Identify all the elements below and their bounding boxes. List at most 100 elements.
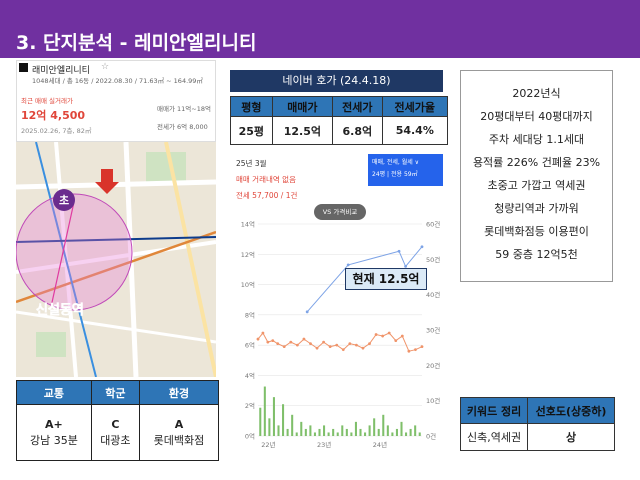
rating-environment: A 롯데백화점 xyxy=(138,404,220,461)
y-right-tick-label: 30건 xyxy=(426,326,440,335)
header-bar xyxy=(0,0,640,58)
price-size: 25평 xyxy=(230,116,273,145)
school-marker-label: 초 xyxy=(59,194,69,207)
property-info: 1048세대 / 총 16동 / 2022.08.30 / 71.63㎡ ~ 1… xyxy=(32,77,203,85)
x-tick-label: 24년 xyxy=(373,440,387,449)
volume-bar xyxy=(318,428,321,436)
keyword-header-row: 키워드 정리 선호도(상중하) xyxy=(459,397,615,424)
volume-bar xyxy=(377,428,380,436)
jeonse-price-point xyxy=(355,343,358,347)
info-line: 용적률 226% 건폐율 23% xyxy=(472,156,601,169)
volume-bar xyxy=(286,428,289,436)
volume-bar xyxy=(368,425,371,436)
rating-header-row: 교통 학군 환경 xyxy=(16,380,220,405)
rating-header-transport: 교통 xyxy=(16,380,92,405)
jeonse-price-point xyxy=(289,340,293,344)
jeonse-price-point xyxy=(261,331,265,335)
chart-no-trade: 매매 거래내역 없음 xyxy=(236,175,296,184)
jeonse-price-range: 전세가 6억 8,000 xyxy=(157,123,208,131)
keyword-value: 신축,역세권 xyxy=(459,423,529,451)
volume-bar xyxy=(309,425,312,436)
price-header-size: 평형 xyxy=(230,96,273,117)
jeonse-price-point xyxy=(335,343,339,347)
y-right-tick-label: 20건 xyxy=(426,361,440,370)
jeonse-price-point xyxy=(276,342,280,346)
vs-compare-button[interactable]: VS 가격비교 xyxy=(314,204,366,220)
volume-bar xyxy=(359,428,362,436)
price-header-jeonse: 전세가 xyxy=(332,96,383,117)
price-header-row: 평형 매매가 전세가 전세가율 xyxy=(230,96,449,117)
volume-bar xyxy=(327,432,330,436)
volume-bar xyxy=(386,425,389,436)
jeonse-price-point xyxy=(328,345,332,349)
price-sale: 12.5억 xyxy=(271,116,334,145)
volume-bar xyxy=(418,432,421,436)
y-right-tick-label: 50건 xyxy=(426,255,440,264)
jeonse-price-line xyxy=(257,332,423,352)
jeonse-price-point xyxy=(315,346,319,350)
price-value-row: 25평 12.5억 6.8억 54.4% xyxy=(230,116,449,145)
jeonse-price-point xyxy=(341,348,345,352)
info-line: 59 중층 12억5천 xyxy=(495,248,578,261)
jeonse-price-point xyxy=(266,340,270,344)
volume-bar xyxy=(354,421,357,436)
keyword-header: 키워드 정리 xyxy=(459,397,529,424)
volume-bar xyxy=(300,421,303,436)
info-line: 초중고 가깝고 역세권 xyxy=(487,179,586,192)
chart-jeonse-info: 전세 57,700 / 1건 xyxy=(236,191,298,200)
jeonse-price-point xyxy=(295,343,299,347)
jeonse-price-point xyxy=(256,337,260,341)
area-map[interactable]: 초 신설동역 xyxy=(16,142,216,377)
jeonse-price-point xyxy=(420,345,424,349)
sale-price-point xyxy=(305,310,309,314)
volume-bar xyxy=(291,414,294,436)
complex-info-box: 2022년식 20평대부터 40평대까지 주차 세대당 1.1세대 용적률 22… xyxy=(460,70,613,282)
y-left-tick-label: 12억 xyxy=(241,251,255,259)
volume-bar xyxy=(414,425,417,436)
y-left-tick-label: 8억 xyxy=(245,311,255,319)
trade-filter-box[interactable]: 매매, 전세, 월세 ∨ 24평 | 전용 59㎡ xyxy=(368,154,443,186)
price-header-sale: 매매가 xyxy=(271,96,334,117)
price-chart: 0억 2억 4억 6억 8억 10억 12억 14억 0건 10건 20건 30건 40건 50건 60건 2… xyxy=(241,220,441,450)
keyword-table: 키워드 정리 선호도(상중하) 신축,역세권 상 xyxy=(459,397,615,451)
jeonse-price-point xyxy=(400,334,404,338)
jeonse-price-point xyxy=(322,340,325,344)
naver-price-table: 평형 매매가 전세가 전세가율 25평 12.5억 6.8억 54.4% xyxy=(230,96,449,145)
jeonse-price-point xyxy=(271,339,275,342)
rating-transport: A+ 강남 35분 xyxy=(16,404,92,461)
rating-header-environment: 환경 xyxy=(138,380,220,405)
chart-period: 25년 3월 xyxy=(236,159,267,168)
y-left-tick-label: 4억 xyxy=(245,372,255,380)
volume-bar xyxy=(268,418,271,436)
star-icon[interactable]: ☆ xyxy=(101,62,110,72)
trade-filter-label: 매매, 전세, 월세 ∨ xyxy=(372,159,420,166)
jeonse-price-point xyxy=(282,345,286,349)
volume-bar xyxy=(277,425,280,436)
price-chart-panel: 25년 3월 매매 거래내역 없음 전세 57,700 / 1건 매매, 전세,… xyxy=(230,152,450,457)
volume-bar xyxy=(409,428,412,436)
volume-bar xyxy=(341,425,344,436)
info-line: 주차 세대당 1.1세대 xyxy=(488,133,585,146)
volume-bar xyxy=(405,432,408,436)
volume-bar xyxy=(272,397,275,436)
y-left-tick-label: 10억 xyxy=(241,281,255,289)
current-price-callout: 현재 12.5억 xyxy=(345,268,427,290)
jeonse-price-point xyxy=(374,333,378,336)
info-line: 2022년식 xyxy=(512,87,561,100)
map-graphic: 초 신설동역 xyxy=(16,142,216,377)
volume-bar xyxy=(336,432,339,436)
jeonse-price-point xyxy=(414,348,417,352)
jeonse-price-point xyxy=(394,339,398,342)
price-jeonse: 6.8억 xyxy=(332,116,383,145)
sale-price-point xyxy=(404,265,407,268)
y-right-tick-label: 60건 xyxy=(426,220,440,229)
volume-bar xyxy=(391,432,394,436)
info-line: 롯데백화점등 이용편이 xyxy=(484,225,589,238)
sale-price-range: 매매가 11억~18억 xyxy=(157,105,211,113)
y-left-tick-label: 6억 xyxy=(245,342,255,350)
recent-price-label: 최근 매매 실거래가 xyxy=(21,97,73,105)
volume-bar xyxy=(395,428,398,436)
jeonse-price-point xyxy=(381,334,385,338)
station-label: 신설동역 xyxy=(36,302,84,318)
jeonse-price-point xyxy=(348,342,352,346)
